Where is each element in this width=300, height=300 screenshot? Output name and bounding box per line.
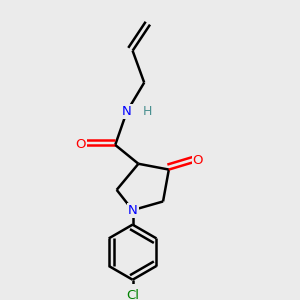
Text: O: O	[75, 138, 86, 152]
Text: O: O	[193, 154, 203, 167]
Text: N: N	[128, 204, 137, 217]
Text: H: H	[143, 105, 152, 118]
Text: N: N	[122, 105, 132, 118]
Text: Cl: Cl	[126, 289, 139, 300]
